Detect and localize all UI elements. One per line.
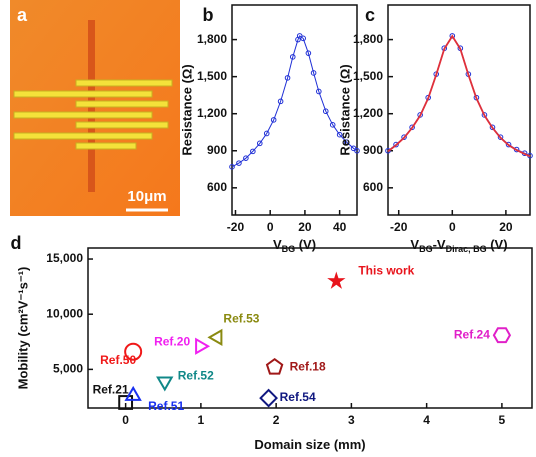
point-label: Ref.51 bbox=[148, 399, 184, 413]
y-tick-label: 600 bbox=[363, 180, 383, 194]
x-tick-label: 4 bbox=[423, 413, 430, 427]
x-tick-label: -20 bbox=[390, 220, 408, 234]
panel-label: c bbox=[365, 5, 375, 25]
point-label: Ref.53 bbox=[223, 312, 259, 326]
micrograph: 10μm a bbox=[10, 0, 180, 216]
series-line bbox=[388, 36, 530, 156]
data-point bbox=[209, 331, 221, 345]
y-axis-label: Mobility (cm²V⁻¹s⁻¹) bbox=[15, 267, 30, 390]
plot-frame bbox=[388, 5, 530, 215]
x-tick-label: 1 bbox=[198, 413, 205, 427]
panel-label: b bbox=[203, 5, 214, 25]
y-tick-label: 600 bbox=[207, 180, 227, 194]
x-axis-label-part: Domain size (mm) bbox=[254, 437, 365, 452]
panel: b 600 900 1,200 1,500 1,800 -20 0 20 40 Resistance… bbox=[179, 5, 359, 255]
point-label: Ref.24 bbox=[454, 327, 490, 341]
data-point bbox=[494, 328, 510, 342]
x-tick-label: 0 bbox=[449, 220, 456, 234]
x-axis-label: VBG (V) bbox=[273, 237, 316, 254]
x-axis-label-part: (V) bbox=[295, 237, 316, 252]
panel-label: d bbox=[11, 233, 22, 253]
y-tick-label: 1,800 bbox=[353, 32, 383, 46]
x-axis-label-part: BG bbox=[419, 244, 433, 254]
y-tick-label: 1,500 bbox=[353, 69, 383, 83]
x-axis-label-part: Dirac, BG bbox=[446, 244, 487, 254]
series-line bbox=[388, 36, 530, 156]
x-tick-label: 3 bbox=[348, 413, 355, 427]
x-axis-label-part: V bbox=[273, 237, 282, 252]
x-tick-label: -20 bbox=[227, 220, 245, 234]
y-tick-label: 1,500 bbox=[197, 69, 227, 83]
point-label: Ref.54 bbox=[280, 390, 316, 404]
data-point bbox=[261, 390, 277, 406]
x-tick-label: 0 bbox=[122, 413, 129, 427]
x-axis-label: VBG-VDirac, BG (V) bbox=[410, 237, 507, 254]
x-axis-label-part: V bbox=[410, 237, 419, 252]
data-point bbox=[158, 378, 172, 390]
x-tick-label: 2 bbox=[273, 413, 280, 427]
point-label: This work bbox=[358, 263, 414, 277]
y-tick-label: 1,800 bbox=[197, 32, 227, 46]
x-axis-label-part: BG bbox=[282, 244, 296, 254]
y-tick-label: 1,200 bbox=[353, 106, 383, 120]
y-tick-label: 15,000 bbox=[46, 251, 83, 265]
x-tick-label: 20 bbox=[298, 220, 312, 234]
y-tick-label: 900 bbox=[363, 143, 383, 157]
x-axis-label-part: (V) bbox=[487, 237, 508, 252]
point-label: Ref.18 bbox=[290, 359, 326, 373]
y-tick-label: 1,200 bbox=[197, 106, 227, 120]
y-tick-label: 10,000 bbox=[46, 306, 83, 320]
point-label: Ref.20 bbox=[154, 334, 190, 348]
data-point bbox=[327, 272, 345, 289]
data-point bbox=[196, 339, 208, 353]
x-tick-label: 5 bbox=[499, 413, 506, 427]
scale-bar-label: 10μm bbox=[127, 188, 166, 205]
y-tick-label: 5,000 bbox=[53, 362, 83, 376]
point-label: Ref.50 bbox=[100, 353, 136, 367]
figure: 10μm a b6009001,2001,5001,800-2002040Res… bbox=[0, 0, 536, 457]
point-label: Ref.52 bbox=[178, 369, 214, 383]
y-tick-label: 900 bbox=[207, 143, 227, 157]
x-axis-label: Domain size (mm) bbox=[254, 437, 365, 452]
data-point bbox=[267, 359, 282, 373]
x-tick-label: 40 bbox=[333, 220, 347, 234]
y-axis-label: Resistance (Ω) bbox=[337, 64, 352, 155]
x-axis-label-part: -V bbox=[433, 237, 446, 252]
y-axis-label: Resistance (Ω) bbox=[179, 64, 194, 155]
x-tick-label: 20 bbox=[499, 220, 513, 234]
panel: d 5,000 10,000 15,000 0 1 2 3 4 5 Mobility (cm²V⁻¹… bbox=[11, 233, 533, 453]
panel: c 600 900 1,200 1,500 1,800 -20 0 20 Resistance (… bbox=[337, 5, 532, 255]
x-tick-label: 0 bbox=[267, 220, 274, 234]
point-label: Ref.21 bbox=[93, 383, 129, 397]
panel-label: a bbox=[17, 5, 28, 25]
